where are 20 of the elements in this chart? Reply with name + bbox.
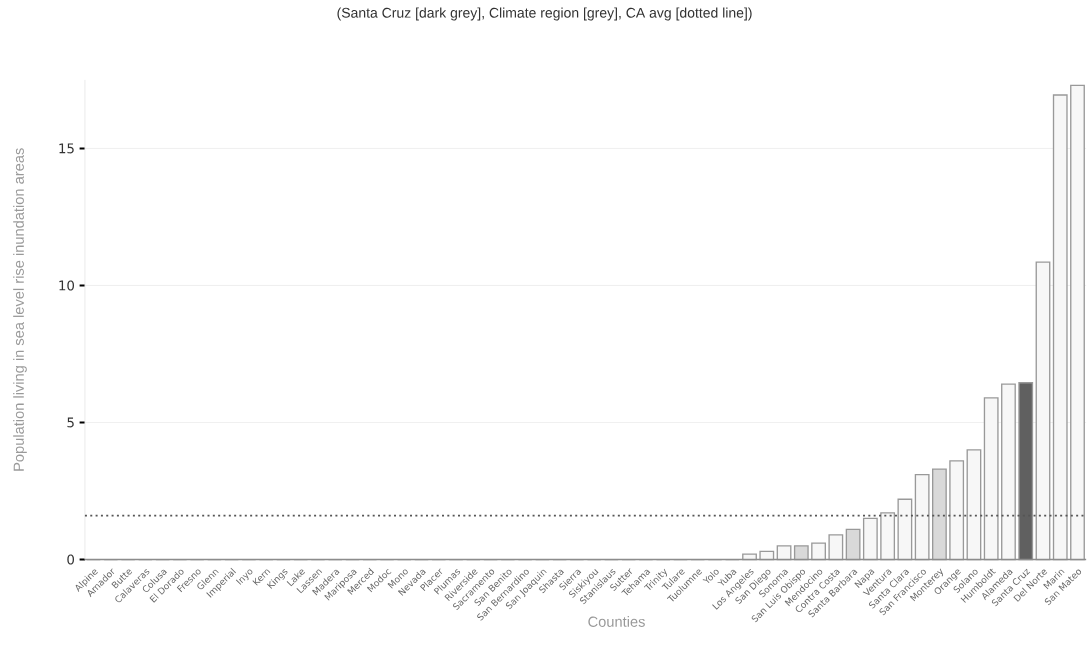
bar <box>914 473 930 560</box>
chart-title: (Santa Cruz [dark grey], Climate region [grey], CA avg [dotted line]) <box>337 7 752 21</box>
bar <box>845 528 861 560</box>
x-tick-label: Yolo <box>702 569 719 583</box>
bar <box>932 468 947 560</box>
bar <box>828 533 844 560</box>
bar <box>742 553 757 560</box>
x-axis-title: Counties <box>588 615 645 627</box>
y-tick-label: 10 <box>59 280 75 291</box>
bar <box>897 498 913 560</box>
bar <box>862 517 878 560</box>
y-tick-label: 0 <box>67 554 75 565</box>
y-tick-label: 15 <box>59 143 74 154</box>
bar <box>880 512 896 560</box>
y-tick-label: 5 <box>67 417 74 428</box>
bar <box>793 544 809 560</box>
bar <box>949 459 965 560</box>
bar <box>966 449 982 560</box>
bar <box>811 542 826 560</box>
y-axis-title: Population living in sea level rise inundation areas <box>13 148 27 471</box>
